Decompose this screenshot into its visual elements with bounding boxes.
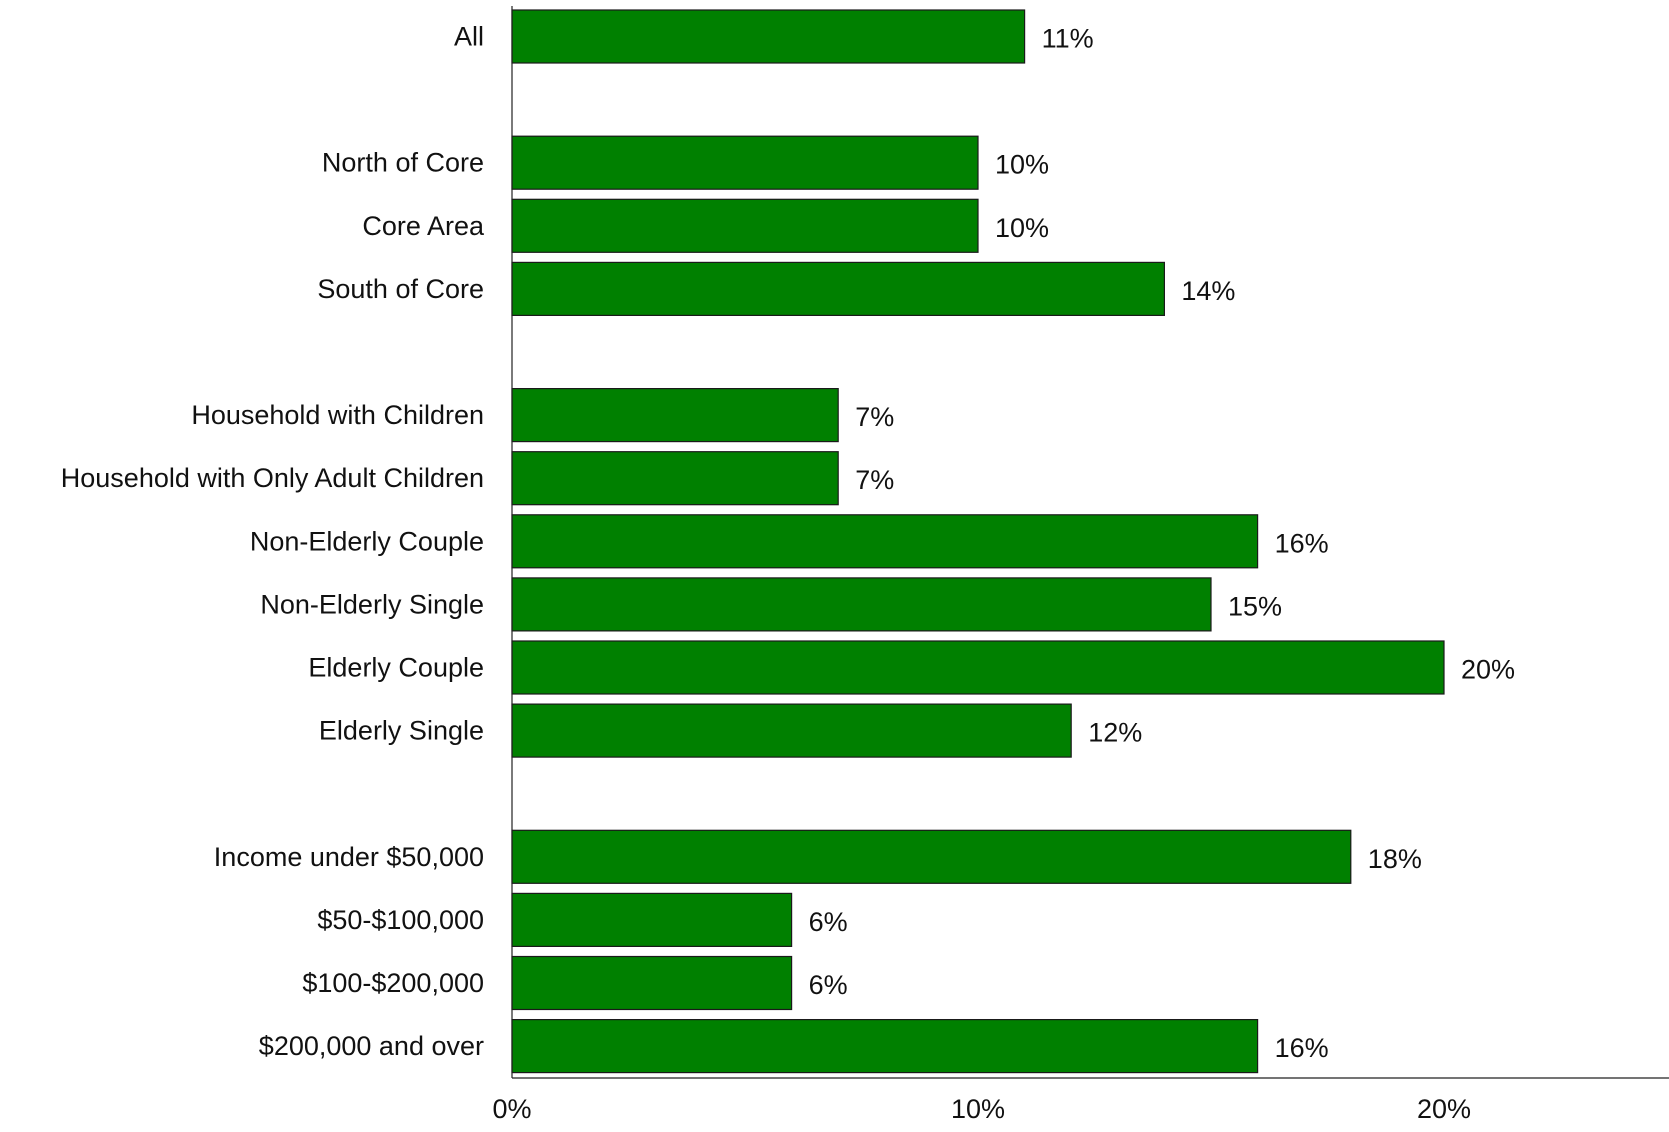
category-label: Household with Children	[191, 400, 484, 430]
bar-9	[511, 514, 1259, 569]
value-label: 14%	[1181, 276, 1235, 306]
x-tick-label: 10%	[951, 1094, 1005, 1124]
value-label: 6%	[809, 970, 848, 1000]
value-label: 20%	[1461, 655, 1515, 685]
bar-16	[511, 955, 793, 1011]
category-label: Income under $50,000	[214, 842, 484, 872]
axis-layer: 0% 10% 20%	[492, 6, 1669, 1124]
bar-1	[511, 9, 1026, 64]
category-label: $50-$100,000	[317, 905, 484, 935]
value-label: 18%	[1368, 844, 1422, 874]
value-label: 16%	[1275, 528, 1329, 558]
bar-17	[511, 1018, 1259, 1074]
category-label: Non-Elderly Couple	[250, 526, 484, 556]
labels-layer: All 11% North of Core 10% Core Area 10% South …	[61, 22, 1515, 1064]
value-label: 15%	[1228, 591, 1282, 621]
bar-8	[511, 451, 839, 506]
bar-7	[511, 388, 839, 443]
value-label: 6%	[809, 907, 848, 937]
category-label: North of Core	[322, 148, 484, 178]
bar-15	[511, 892, 793, 948]
bar-10	[511, 577, 1212, 632]
category-label: $200,000 and over	[259, 1031, 484, 1061]
x-tick-label: 20%	[1417, 1094, 1471, 1124]
bar-14	[511, 829, 1352, 884]
value-label: 7%	[855, 402, 894, 432]
bar-4	[511, 198, 979, 253]
x-tick-label: 0%	[492, 1094, 531, 1124]
category-label: South of Core	[317, 274, 484, 304]
bar-3	[511, 135, 979, 190]
value-label: 7%	[855, 465, 894, 495]
category-label: Household with Only Adult Children	[61, 463, 484, 493]
category-label: All	[454, 22, 484, 52]
bar-11	[511, 640, 1445, 695]
bar-12	[511, 703, 1072, 758]
value-label: 10%	[995, 150, 1049, 180]
bars-layer	[511, 9, 1445, 1074]
category-label: Elderly Couple	[308, 653, 484, 683]
value-label: 16%	[1275, 1033, 1329, 1063]
bar-5	[511, 261, 1166, 316]
category-label: Non-Elderly Single	[260, 589, 484, 619]
category-label: Core Area	[362, 211, 485, 241]
value-label: 12%	[1088, 718, 1142, 748]
value-label: 11%	[1042, 24, 1094, 54]
value-label: 10%	[995, 213, 1049, 243]
category-label: $100-$200,000	[302, 968, 484, 998]
category-label: Elderly Single	[319, 716, 484, 746]
